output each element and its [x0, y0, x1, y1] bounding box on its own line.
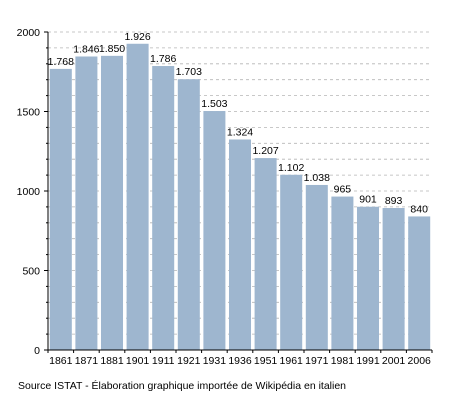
x-tick-label: 1936 [228, 355, 252, 367]
bar [177, 79, 200, 351]
x-tick-label: 1921 [177, 355, 201, 367]
x-tick-label: 1951 [254, 355, 278, 367]
x-tick-label: 1981 [331, 355, 355, 367]
x-tick-label: 1901 [126, 355, 150, 367]
x-tick-labels: 1861 1871 1881 1901 1911 1921 1931 1936 1951 1961… [49, 355, 431, 367]
x-tick-label: 1961 [280, 355, 304, 367]
y-tick-label: 2000 [17, 27, 41, 39]
bar [228, 139, 252, 350]
bar [408, 216, 431, 350]
bar [49, 68, 72, 350]
x-tick-label: 1931 [203, 355, 227, 367]
axes [44, 31, 433, 353]
bar [203, 111, 226, 350]
bar [382, 208, 405, 350]
bar [254, 158, 277, 350]
bar-value-label: 1.703 [176, 66, 202, 78]
bar [126, 43, 149, 351]
source-note: Source ISTAT - Élaboration graphique imp… [18, 380, 347, 392]
bar-value-label: 1.102 [278, 162, 304, 174]
y-tick-label: 1000 [17, 186, 41, 198]
y-tick-label: 500 [22, 266, 40, 278]
x-tick-label: 1871 [75, 355, 99, 367]
bar-value-label: 1.324 [227, 126, 253, 138]
bar-value-label: 1.768 [48, 56, 74, 68]
bar [331, 196, 354, 350]
bar [280, 174, 303, 350]
bar [356, 206, 380, 350]
bar-value-label: 840 [410, 203, 428, 215]
bar-value-label: 901 [359, 194, 377, 206]
x-tick-label: 1991 [356, 355, 380, 367]
x-tick-label: 2006 [408, 355, 432, 367]
x-tick-label: 1861 [49, 355, 73, 367]
y-tick-label: 1500 [17, 107, 41, 119]
bar-value-label: 1.207 [252, 145, 278, 157]
bar-value-label: 1.038 [304, 172, 330, 184]
bar [75, 56, 98, 351]
bar [100, 55, 124, 350]
bar-value-label: 1.850 [99, 43, 125, 55]
x-tick-label: 1971 [305, 355, 329, 367]
bar-value-label: 1.846 [73, 43, 99, 55]
bar [305, 184, 328, 350]
bar-value-label: 1.786 [150, 53, 176, 65]
y-tick-labels: 0 500 1000 1500 2000 [17, 27, 41, 357]
bar-value-label: 1.503 [201, 98, 227, 110]
x-tick-label: 2001 [382, 355, 406, 367]
y-tick-label: 0 [34, 345, 40, 357]
bar-value-label: 893 [385, 195, 403, 207]
bar [152, 66, 175, 350]
x-tick-label: 1881 [100, 355, 124, 367]
bars [49, 43, 431, 351]
bar-value-label: 965 [334, 184, 352, 196]
x-tick-label: 1911 [152, 355, 175, 367]
bar-value-label: 1.926 [124, 31, 150, 43]
